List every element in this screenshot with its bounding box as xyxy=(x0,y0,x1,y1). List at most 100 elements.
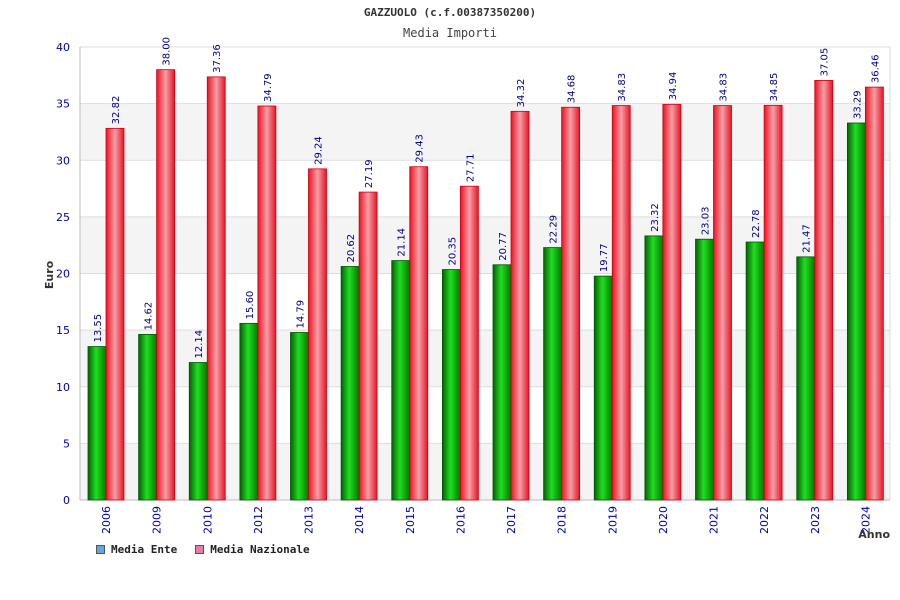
y-tick-label: 35 xyxy=(56,98,70,111)
x-axis-label: Anno xyxy=(858,528,890,541)
bar-media-ente xyxy=(593,275,613,501)
x-tick-label: 2010 xyxy=(201,506,214,534)
x-tick-label: 2015 xyxy=(404,506,417,534)
data-label: 20.35 xyxy=(447,237,458,266)
data-label: 12.14 xyxy=(194,330,205,359)
y-axis-ticks: 0 5 10 15 20 25 30 35 40 xyxy=(56,41,70,507)
bar-media-ente xyxy=(644,235,664,501)
data-label: 20.77 xyxy=(498,232,509,261)
data-label: 27.71 xyxy=(465,154,476,183)
bar-media-nazionale xyxy=(409,166,429,501)
bar-media-nazionale xyxy=(814,80,834,501)
data-label: 29.43 xyxy=(415,134,426,163)
data-label: 34.83 xyxy=(617,73,628,102)
data-label: 34.79 xyxy=(263,73,274,102)
bar-media-ente xyxy=(543,247,563,501)
bar-media-ente xyxy=(846,122,866,501)
x-tick-label: 2018 xyxy=(556,506,569,534)
data-label: 15.60 xyxy=(245,291,256,320)
bar-media-nazionale xyxy=(358,191,378,501)
y-axis-label: Euro xyxy=(43,260,56,289)
x-tick-label: 2021 xyxy=(708,506,721,534)
chart-title: GAZZUOLO (c.f.00387350200) xyxy=(364,6,536,19)
data-label: 34.94 xyxy=(668,72,679,101)
bar-media-ente xyxy=(745,241,765,501)
legend-label-nazionale: Media Nazionale xyxy=(210,543,310,556)
data-label: 34.83 xyxy=(719,73,730,102)
bar-media-nazionale xyxy=(713,105,732,501)
bar-media-nazionale xyxy=(308,168,327,501)
bar-media-ente xyxy=(391,260,411,501)
bar-media-ente xyxy=(138,334,158,501)
legend-swatch-nazionale xyxy=(195,545,205,554)
x-tick-label: 2017 xyxy=(505,506,518,534)
data-label: 36.46 xyxy=(870,54,881,83)
bar-media-nazionale xyxy=(206,76,226,501)
y-tick-label: 5 xyxy=(63,437,70,450)
legend-swatch-ente xyxy=(96,545,105,554)
data-label: 21.14 xyxy=(397,228,408,257)
data-label: 29.24 xyxy=(314,136,325,165)
data-label: 22.29 xyxy=(549,215,560,244)
data-label: 19.77 xyxy=(599,243,610,272)
x-tick-label: 2022 xyxy=(758,506,771,534)
data-label: 34.32 xyxy=(516,79,527,108)
data-label: 23.03 xyxy=(701,207,712,236)
legend-item-ente: Media Ente xyxy=(96,543,177,556)
legend: Media Ente Media Nazionale xyxy=(96,543,310,556)
y-tick-label: 40 xyxy=(56,41,70,54)
data-label: 27.19 xyxy=(364,159,375,188)
bar-media-ente xyxy=(290,332,309,501)
y-tick-label: 15 xyxy=(56,324,70,337)
bar-media-nazionale xyxy=(105,127,125,501)
data-label: 37.36 xyxy=(212,44,223,73)
x-axis-ticks: 2006 2009 2010 2012 2013 2014 2015 2016 2017 2018… xyxy=(100,506,872,534)
x-tick-label: 2016 xyxy=(454,506,467,534)
bar-media-nazionale xyxy=(257,105,277,501)
bar-media-nazionale xyxy=(156,69,176,501)
x-tick-label: 2012 xyxy=(252,506,265,534)
bar-media-ente xyxy=(87,346,107,501)
bar-media-nazionale xyxy=(763,104,783,501)
y-tick-label: 10 xyxy=(56,381,70,394)
data-label: 38.00 xyxy=(162,37,173,66)
chart-subtitle: Media Importi xyxy=(403,26,497,40)
data-label: 32.82 xyxy=(111,96,122,125)
x-tick-label: 2024 xyxy=(859,506,872,534)
data-label: 14.62 xyxy=(144,302,155,331)
data-label: 21.47 xyxy=(802,224,813,253)
bar-media-nazionale xyxy=(510,110,530,501)
x-tick-label: 2006 xyxy=(100,506,113,534)
y-tick-label: 30 xyxy=(56,154,70,167)
bar-media-ente xyxy=(188,362,208,501)
data-label: 34.68 xyxy=(567,75,578,104)
y-tick-label: 0 xyxy=(63,494,70,507)
legend-label-ente: Media Ente xyxy=(111,543,178,556)
data-label: 33.29 xyxy=(852,90,863,119)
x-tick-label: 2014 xyxy=(353,506,366,534)
x-tick-label: 2023 xyxy=(809,506,822,534)
y-tick-label: 20 xyxy=(56,268,70,281)
bar-media-ente xyxy=(441,269,461,501)
bar-media-nazionale xyxy=(864,86,884,501)
bar-media-ente xyxy=(340,266,360,501)
data-labels: 13.55 32.82 14.62 38.00 12.14 37.36 15.60 34.79… xyxy=(93,37,881,359)
bars xyxy=(87,69,884,501)
data-label: 20.62 xyxy=(346,234,357,263)
data-label: 14.79 xyxy=(296,300,307,329)
data-label: 34.85 xyxy=(769,73,780,102)
x-tick-label: 2020 xyxy=(657,506,670,534)
bar-media-ente xyxy=(239,322,259,501)
bar-media-ente xyxy=(796,256,816,501)
legend-item-nazionale: Media Nazionale xyxy=(195,543,310,556)
x-tick-label: 2013 xyxy=(303,506,316,534)
bar-media-ente xyxy=(695,238,714,501)
bar-media-nazionale xyxy=(611,105,631,501)
data-label: 22.78 xyxy=(751,209,762,238)
y-tick-label: 25 xyxy=(56,211,70,224)
bar-media-ente xyxy=(492,264,512,501)
bar-media-nazionale xyxy=(662,103,682,501)
data-label: 37.05 xyxy=(820,48,831,77)
x-tick-label: 2019 xyxy=(606,506,619,534)
